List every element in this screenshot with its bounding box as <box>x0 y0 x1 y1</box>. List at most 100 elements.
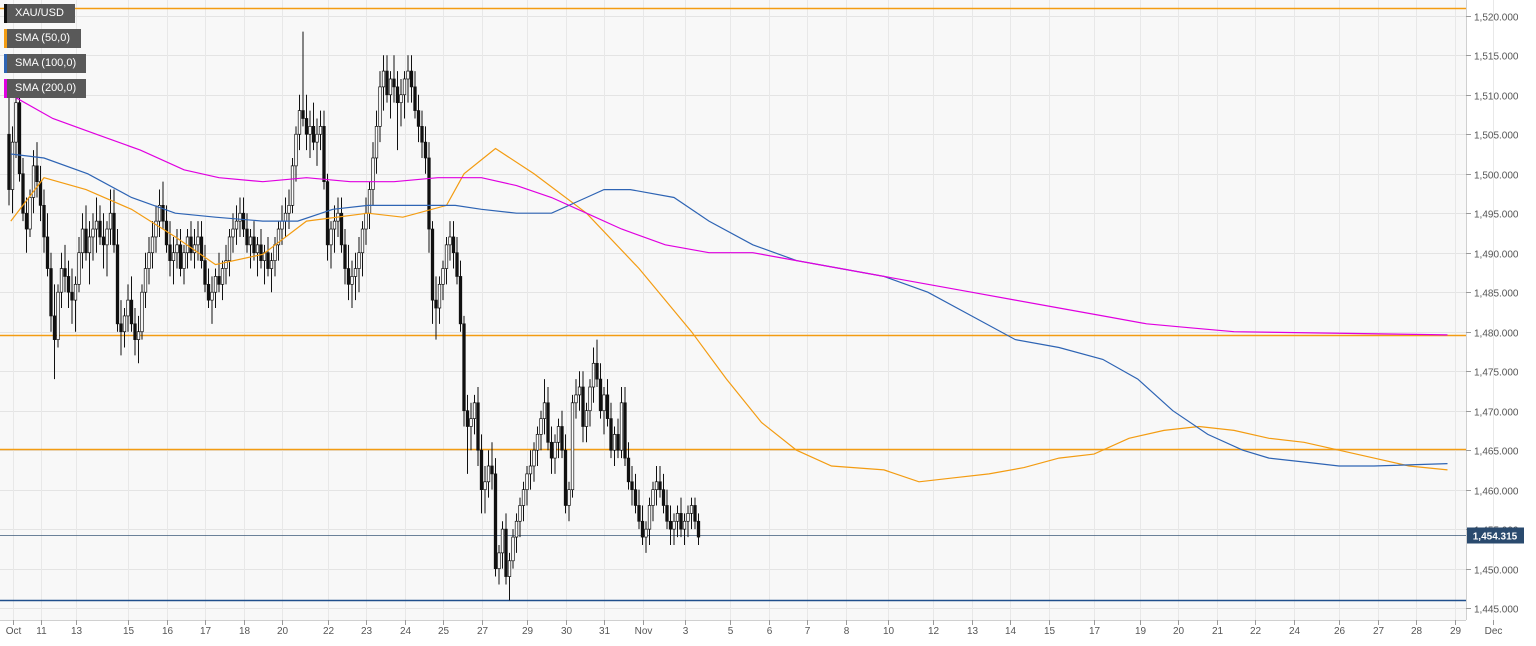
y-tick-label: 1,520.000 <box>1474 13 1519 24</box>
candle <box>49 252 53 332</box>
candle <box>87 221 92 285</box>
candle-body-up <box>644 528 648 538</box>
candle-body-up <box>539 418 543 435</box>
candle <box>672 513 676 545</box>
candle <box>318 110 323 151</box>
candle-body-up <box>308 126 312 135</box>
x-tick-label: 22 <box>323 626 335 637</box>
y-tick-label: 1,465.000 <box>1474 447 1519 458</box>
x-tick-label: 28 <box>1411 626 1423 637</box>
x-tick-label: 31 <box>599 626 611 637</box>
y-tick-label: 1,490.000 <box>1474 250 1519 261</box>
candle-body-down <box>637 505 641 522</box>
candle-body-up <box>224 260 228 269</box>
candle-body-down <box>98 220 102 238</box>
candle-body-down <box>38 181 43 206</box>
candle-body-down <box>462 323 466 412</box>
candle-body-up <box>553 441 557 459</box>
candle <box>567 481 571 522</box>
candle-body-down <box>252 236 256 254</box>
candle-body-down <box>164 220 169 246</box>
candle-body-up <box>143 268 148 293</box>
candle-body-up <box>497 552 501 570</box>
candle-body-up <box>126 299 130 317</box>
candle <box>507 552 512 601</box>
candle-body-down <box>420 126 424 143</box>
candle-body-up <box>213 276 218 293</box>
candle-body-down <box>465 410 470 427</box>
candle <box>392 55 396 103</box>
candle-body-up <box>329 228 333 246</box>
candle <box>52 284 57 380</box>
candle <box>150 221 155 269</box>
candle-body-down <box>451 236 456 254</box>
candle-body-down <box>189 236 193 254</box>
x-tick-label: 19 <box>1135 626 1147 637</box>
candle <box>63 244 67 293</box>
x-tick-label: 6 <box>767 626 773 637</box>
candles <box>7 31 701 601</box>
candle-body-down <box>49 268 53 317</box>
candle-body-up <box>353 268 358 277</box>
candle <box>203 244 207 293</box>
candle <box>346 244 351 301</box>
x-axis: Oct 11 13 15 16 17 18 20 22 23 24 25 27 29 30 31 Nov 3 5 6 7… <box>6 620 1502 637</box>
candle-body-down <box>63 268 67 277</box>
candle <box>514 513 519 553</box>
candle-body-down <box>101 236 106 246</box>
candle <box>385 55 389 103</box>
candle <box>388 71 393 119</box>
candle-body-down <box>490 465 494 475</box>
x-tick-label: 13 <box>967 626 979 637</box>
candle-body-up <box>528 465 533 475</box>
x-tick-label: Oct <box>6 626 22 637</box>
candle <box>612 426 617 466</box>
y-tick-label: 1,515.000 <box>1474 52 1519 63</box>
candle <box>556 418 561 459</box>
x-tick-label: 5 <box>728 626 734 637</box>
candle <box>472 394 477 435</box>
candle <box>535 426 540 466</box>
candle-body-up <box>255 244 260 254</box>
candle <box>234 205 239 245</box>
candle <box>154 205 158 253</box>
x-tick-label: 10 <box>883 626 895 637</box>
candle <box>115 229 120 332</box>
candle <box>682 513 687 545</box>
candle <box>455 236 459 285</box>
candle <box>696 513 701 545</box>
y-tick-label: 1,495.000 <box>1474 210 1519 221</box>
candle <box>213 268 218 309</box>
candle-body-up <box>567 489 571 506</box>
plot-background <box>0 0 1466 620</box>
candle-body-up <box>689 505 694 514</box>
x-tick-label: 24 <box>400 626 412 637</box>
candle-body-down <box>129 299 134 325</box>
candle <box>45 213 50 277</box>
candle <box>14 86 18 158</box>
candle <box>539 410 543 451</box>
candle-body-down <box>66 276 71 293</box>
candle-body-up <box>381 70 386 88</box>
candle <box>325 173 330 261</box>
candle <box>668 505 673 545</box>
candle <box>255 236 260 277</box>
y-tick-label: 1,470.000 <box>1474 408 1519 419</box>
legend-item-xauusd: XAU/USD <box>4 4 75 23</box>
x-tick-label: 27 <box>477 626 489 637</box>
candle-body-down <box>266 252 270 269</box>
candle <box>619 387 624 459</box>
candle <box>563 434 568 514</box>
candle <box>80 213 85 269</box>
candle-body-up <box>182 252 186 269</box>
candle-body-up <box>651 489 655 506</box>
sma-line <box>10 147 1448 483</box>
candle <box>493 458 498 577</box>
candle <box>143 252 148 309</box>
x-tick-label: 15 <box>1044 626 1056 637</box>
candle-body-up <box>269 260 274 269</box>
candle-body-up <box>28 197 32 230</box>
candle-body-up <box>227 236 232 261</box>
candle <box>339 197 344 253</box>
x-tick-label: 14 <box>1005 626 1017 637</box>
